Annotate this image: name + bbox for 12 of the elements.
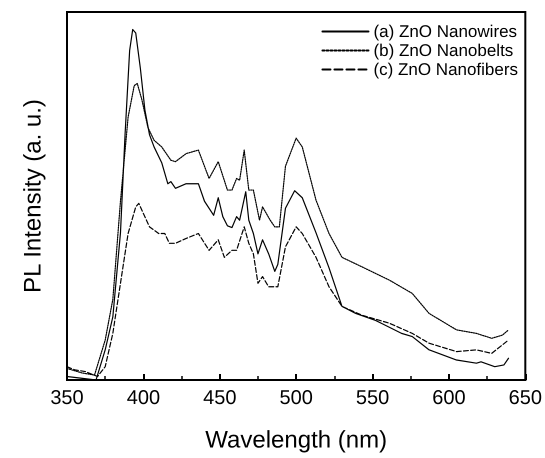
x-tick-label: 500 (279, 387, 313, 409)
x-tick-label: 350 (50, 387, 84, 409)
legend-label: (b) ZnO Nanobelts (373, 41, 514, 60)
legend-label: (a) ZnO Nanowires (373, 22, 518, 41)
x-tick-label: 650 (508, 387, 542, 409)
x-tick-label: 400 (126, 387, 160, 409)
legend-label: (c) ZnO Nanofibers (373, 60, 518, 79)
y-axis-title: PL Intensity (a. u.) (20, 99, 46, 293)
x-tick-label: 600 (432, 387, 466, 409)
x-tick-label: 550 (356, 387, 390, 409)
x-tick-label: 450 (203, 387, 236, 409)
x-axis-title: Wavelength (nm) (205, 426, 388, 454)
